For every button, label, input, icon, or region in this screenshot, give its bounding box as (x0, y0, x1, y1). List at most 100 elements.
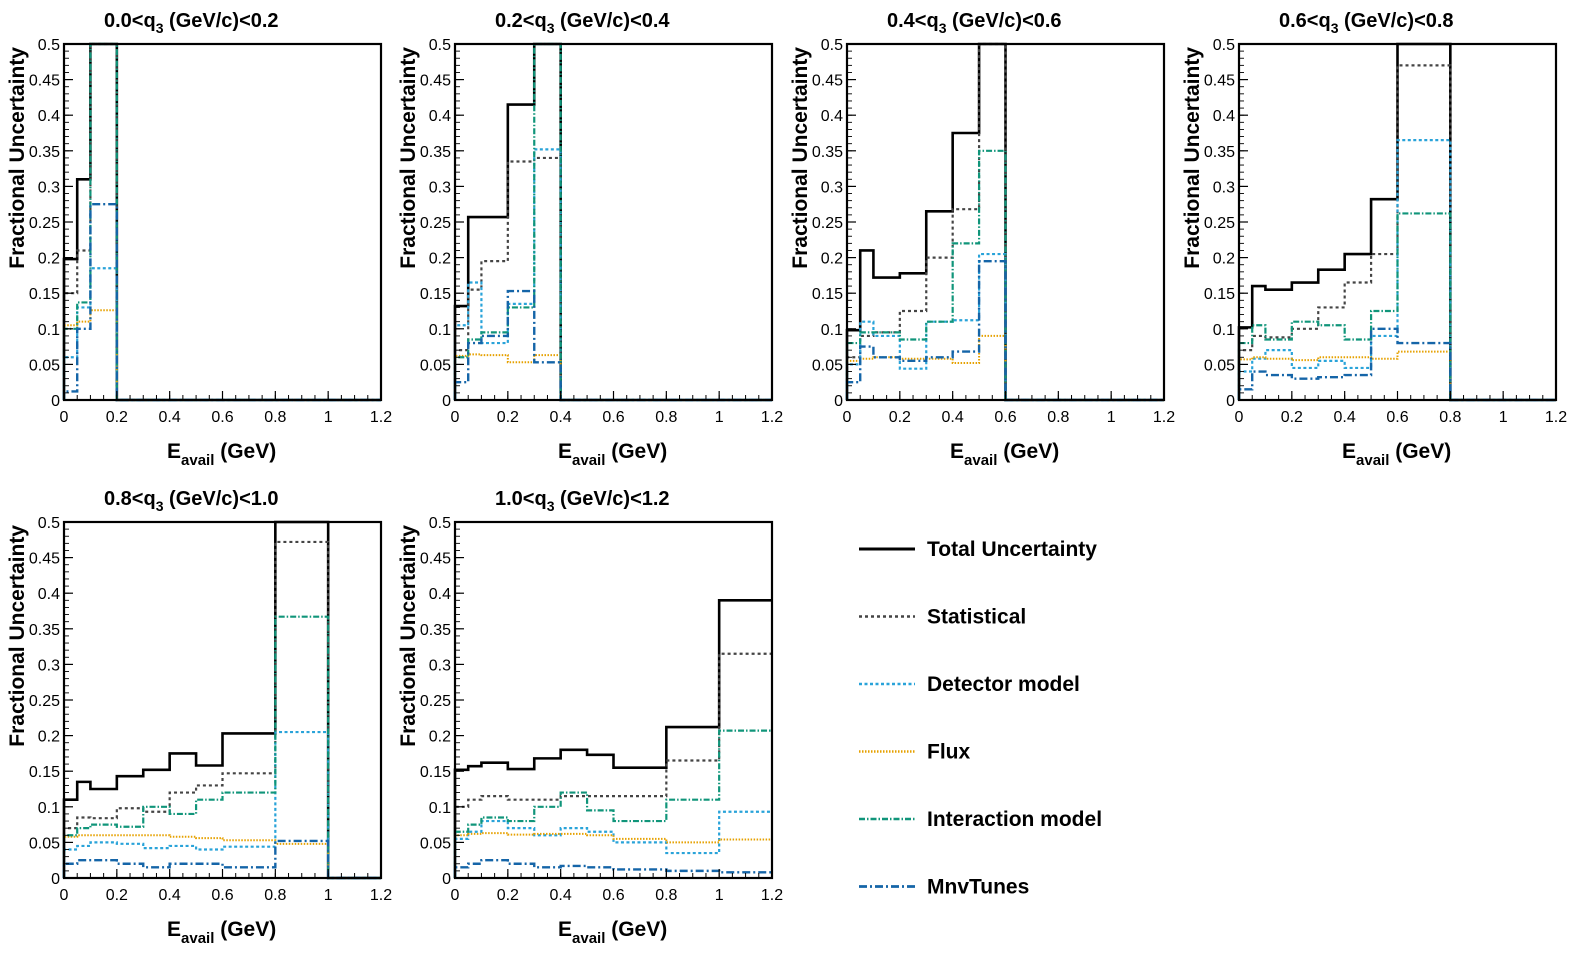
y-tick-label: 0 (1226, 393, 1235, 410)
y-tick-label: 0.45 (812, 73, 843, 90)
y-tick-label: 0.35 (420, 622, 451, 639)
y-tick-label: 0.3 (38, 179, 60, 196)
y-tick-label: 0.45 (420, 73, 451, 90)
series-line-flux (454, 832, 772, 878)
x-tick-label: 0 (60, 887, 69, 904)
series-line-interaction (453, 42, 772, 402)
y-axis-label: Fractional Uncertainty (1181, 47, 1204, 269)
y-axis-label: Fractional Uncertainty (397, 47, 420, 269)
series-line-mnvtunes (62, 839, 381, 880)
x-tick-label: 1.2 (761, 409, 783, 426)
panel-3: 0.4<q3 (GeV/c)<0.6 0 0.2 0.4 0.6 0.8 1 1.2 0 0.05… (789, 10, 1175, 469)
y-tick-label: 0.05 (812, 357, 843, 374)
y-tick-label: 0.05 (29, 357, 60, 374)
y-tick-label: 0.35 (29, 622, 60, 639)
plot-frame (453, 520, 774, 880)
x-tick-label: 1.2 (370, 887, 392, 904)
series-line-interaction (1237, 212, 1556, 402)
x-tick-label: 1.2 (1153, 409, 1175, 426)
x-tick-label: 0.4 (550, 409, 572, 426)
panel-1: 0.0<q3 (GeV/c)<0.2 0 0.2 0.4 0.6 0.8 1 1.2 0 0.05… (6, 10, 392, 469)
legend: Total Uncertainty Statistical Detector mod… (859, 538, 1102, 899)
panel-title: 0.6<q3 (GeV/c)<0.8 (1279, 10, 1454, 36)
y-tick-label: 0.15 (420, 764, 451, 781)
legend-label-interaction: Interaction model (927, 808, 1102, 831)
x-tick-label: 0.2 (497, 887, 519, 904)
x-tick-label: 1.2 (761, 887, 783, 904)
x-tick-label: 0.6 (211, 887, 233, 904)
y-tick-label: 0.15 (812, 286, 843, 303)
y-tick-label: 0.5 (1213, 37, 1235, 54)
y-tick-label: 0.35 (420, 144, 451, 161)
y-tick-label: 0.5 (429, 515, 451, 532)
x-axis-label: Eavail (GeV) (558, 440, 667, 469)
x-tick-label: 1 (715, 409, 724, 426)
y-axis-label: Fractional Uncertainty (789, 47, 812, 269)
y-tick-label: 0.45 (29, 551, 60, 568)
series-line-stat (1237, 64, 1556, 402)
y-tick-label: 0.25 (29, 215, 60, 232)
y-tick-label: 0.2 (429, 729, 451, 746)
y-tick-label: 0.45 (29, 73, 60, 90)
y-tick-label: 0.25 (812, 215, 843, 232)
y-tick-label: 0 (442, 871, 451, 888)
x-tick-label: 0.2 (106, 887, 128, 904)
y-tick-label: 0.4 (38, 108, 60, 125)
legend-label-stat: Statistical (927, 606, 1026, 629)
y-tick-label: 0 (51, 871, 60, 888)
panel-5: 0.8<q3 (GeV/c)<1.0 0 0.2 0.4 0.6 0.8 1 1.2 0 0.05… (6, 488, 392, 947)
panel-title: 0.0<q3 (GeV/c)<0.2 (104, 10, 279, 36)
series-line-total (453, 42, 772, 402)
y-tick-label: 0.3 (1213, 179, 1235, 196)
y-tick-label: 0.1 (1213, 322, 1235, 339)
y-axis-label: Fractional Uncertainty (397, 525, 420, 747)
series-line-interaction (453, 729, 772, 878)
x-tick-label: 0.8 (655, 887, 677, 904)
x-tick-label: 0.4 (159, 409, 181, 426)
y-tick-label: 0.3 (38, 657, 60, 674)
y-tick-label: 0.45 (420, 551, 451, 568)
x-tick-label: 0.4 (1334, 409, 1356, 426)
x-tick-label: 1 (715, 887, 724, 904)
y-tick-label: 0.2 (429, 251, 451, 268)
y-tick-label: 0.2 (38, 729, 60, 746)
y-tick-label: 0.3 (429, 657, 451, 674)
panel-2: 0.2<q3 (GeV/c)<0.4 0 0.2 0.4 0.6 0.8 1 1.2 0 0.05… (397, 10, 783, 469)
y-tick-label: 0.15 (1204, 286, 1235, 303)
panel-title: 1.0<q3 (GeV/c)<1.2 (495, 488, 670, 514)
x-axis-label: Eavail (GeV) (1342, 440, 1451, 469)
series-line-total (453, 599, 772, 878)
plot-frame (453, 42, 774, 402)
series-line-flux (63, 309, 381, 401)
x-tick-label: 0.8 (655, 409, 677, 426)
y-tick-label: 0 (834, 393, 843, 410)
x-tick-label: 0.8 (264, 409, 286, 426)
y-tick-label: 0.25 (420, 215, 451, 232)
y-tick-label: 0.2 (38, 251, 60, 268)
y-tick-label: 0 (442, 393, 451, 410)
y-tick-label: 0.4 (38, 586, 60, 603)
panel-6: 1.0<q3 (GeV/c)<1.2 0 0.2 0.4 0.6 0.8 1 1.2 0 0.05… (397, 488, 783, 947)
x-tick-label: 0.8 (264, 887, 286, 904)
series-line-stat (62, 42, 381, 402)
y-tick-label: 0.35 (1204, 144, 1235, 161)
y-tick-label: 0.4 (429, 108, 451, 125)
y-tick-label: 0.35 (29, 144, 60, 161)
series-line-interaction (62, 42, 381, 402)
x-tick-label: 0 (451, 887, 460, 904)
y-tick-label: 0.25 (420, 693, 451, 710)
series-line-interaction (62, 615, 381, 880)
x-tick-label: 0.6 (602, 409, 624, 426)
x-tick-label: 1.2 (1545, 409, 1567, 426)
y-tick-label: 0.1 (38, 800, 60, 817)
y-axis-label: Fractional Uncertainty (6, 525, 29, 747)
x-tick-label: 0.6 (994, 409, 1016, 426)
x-tick-label: 0.2 (889, 409, 911, 426)
y-tick-label: 0.4 (429, 586, 451, 603)
series-line-mnvtunes (1237, 327, 1556, 402)
y-tick-label: 0.3 (429, 179, 451, 196)
x-tick-label: 0.6 (1386, 409, 1408, 426)
x-tick-label: 0.4 (942, 409, 964, 426)
series-line-flux (63, 834, 381, 879)
